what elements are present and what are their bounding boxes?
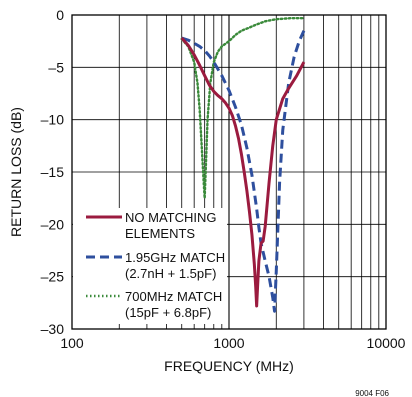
y-tick-label: –15 (41, 164, 65, 180)
legend-label-1: NO MATCHING (125, 210, 216, 225)
x-tick-label: 1000 (213, 335, 244, 351)
legend-label-3: 700MHz MATCH (125, 289, 222, 304)
y-tick-label: –30 (41, 321, 65, 337)
legend-label-2: 1.95GHz MATCH (125, 250, 225, 265)
y-tick-label: –25 (41, 269, 65, 285)
figure-code: 9004 F06 (355, 389, 389, 397)
plot-frame (71, 14, 387, 330)
x-tick-label: 10000 (367, 335, 406, 351)
series-line-1 (180, 37, 306, 308)
series-lines (180, 16, 306, 313)
y-tick-label: 0 (56, 7, 64, 23)
legend-label-2: (2.7nH + 1.5pF) (125, 266, 216, 281)
y-tick-label: –20 (41, 216, 65, 232)
x-tick-label: 100 (60, 335, 84, 351)
series-line-3 (180, 16, 306, 200)
legend-background (73, 208, 227, 324)
legend-label-3: (15pF + 6.8pF) (125, 305, 211, 320)
series-line-2 (181, 30, 306, 313)
y-tick-label: –5 (48, 59, 64, 75)
legend-label-1: ELEMENTS (125, 226, 195, 241)
grid (72, 15, 386, 329)
y-tick-label: –10 (41, 112, 65, 128)
x-axis-label: FREQUENCY (MHz) (164, 358, 294, 374)
y-axis-label: RETURN LOSS (dB) (8, 107, 24, 237)
